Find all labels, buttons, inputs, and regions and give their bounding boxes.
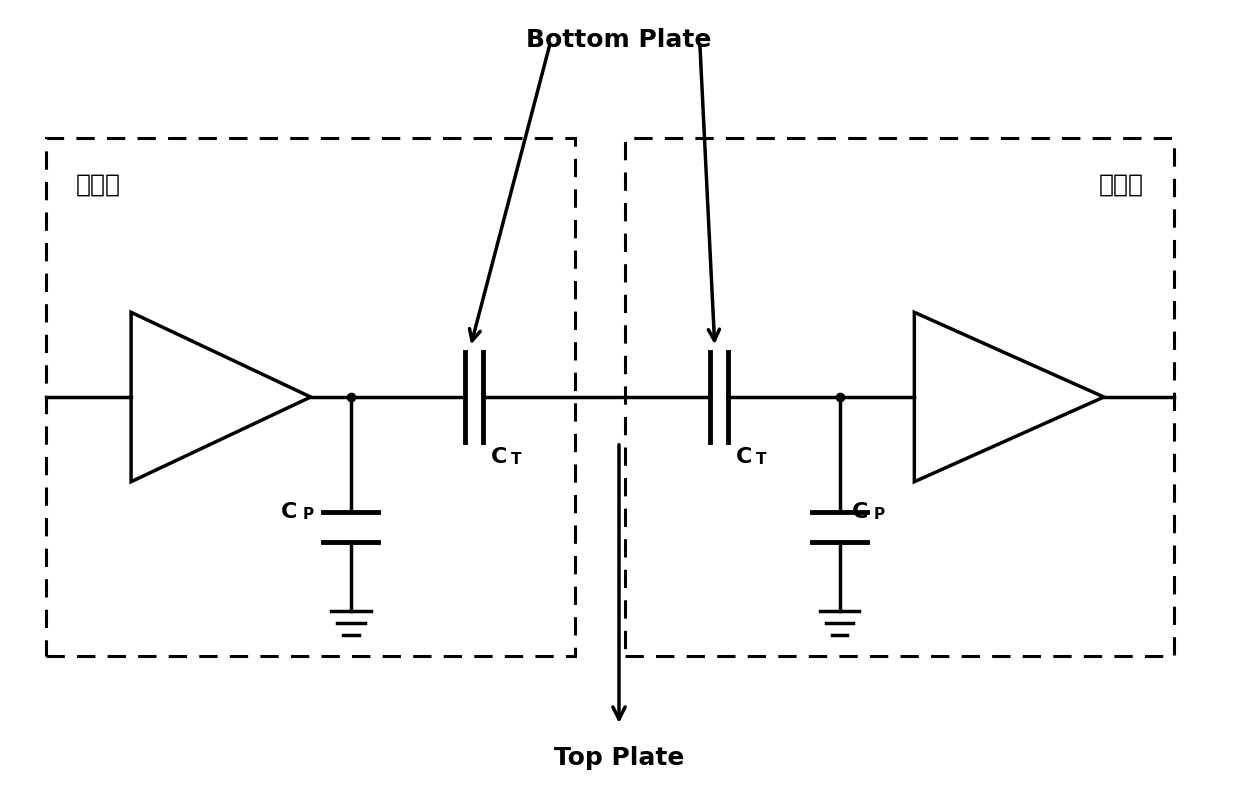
Text: 高压区: 高压区 <box>77 172 121 196</box>
Text: T: T <box>756 452 766 467</box>
Text: P: P <box>302 507 313 521</box>
Text: C: C <box>736 447 752 467</box>
Text: Bottom Plate: Bottom Plate <box>527 28 711 52</box>
Text: T: T <box>512 452 522 467</box>
Text: P: P <box>873 507 885 521</box>
Text: C: C <box>492 447 508 467</box>
Text: C: C <box>851 501 867 521</box>
Text: Top Plate: Top Plate <box>554 746 684 770</box>
Text: C: C <box>281 501 297 521</box>
Text: 低压区: 低压区 <box>1099 172 1144 196</box>
